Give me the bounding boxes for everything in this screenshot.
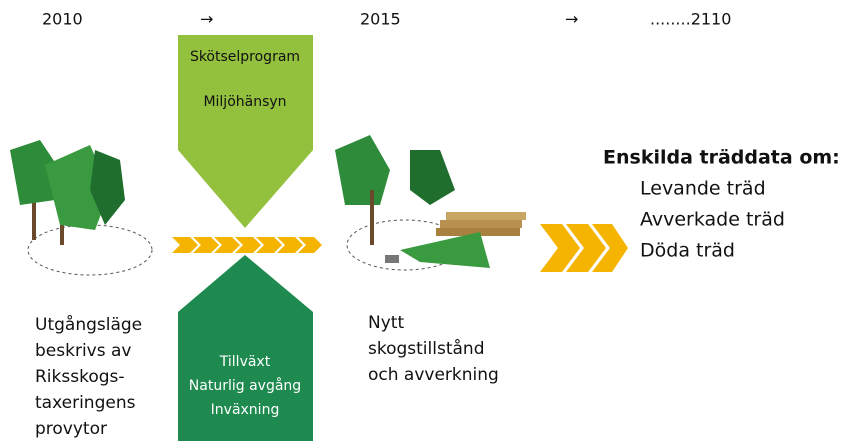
bottom-arrow (178, 255, 313, 441)
result-item: Levande träd (640, 178, 766, 200)
caption-line: Utgångsläge (35, 314, 142, 335)
result-title: Enskilda träddata om: (603, 147, 840, 169)
year-label: 2015 (360, 10, 401, 29)
year-label: 2010 (42, 10, 83, 29)
arrow-label: → (565, 10, 578, 29)
plot-left (10, 140, 153, 276)
caption-line: Riksskogs- (35, 367, 125, 387)
result-item: Döda träd (640, 240, 735, 262)
box-text: Naturlig avgång (189, 377, 301, 394)
caption-line: Nytt (368, 313, 404, 333)
caption-line: taxeringens (35, 393, 136, 413)
top-arrow (178, 35, 313, 228)
year-label: ........2110 (650, 10, 731, 29)
box-text: Tillväxt (219, 354, 271, 370)
box-text: Inväxning (211, 402, 280, 418)
caption-line: beskrivs av (35, 341, 131, 361)
small-chevrons (172, 237, 322, 253)
box-text: Skötselprogram (190, 49, 300, 65)
timeline: 2010 → 2015 → ........2110 (42, 10, 731, 29)
box-text: Miljöhänsyn (203, 94, 286, 110)
arrow-label: → (200, 10, 213, 29)
caption-line: och avverkning (368, 365, 499, 385)
caption-line: provytor (35, 419, 107, 439)
caption-line: skogstillstånd (368, 338, 485, 359)
plot-middle (335, 135, 526, 271)
large-chevrons (540, 224, 628, 272)
result-item: Avverkade träd (640, 209, 785, 231)
